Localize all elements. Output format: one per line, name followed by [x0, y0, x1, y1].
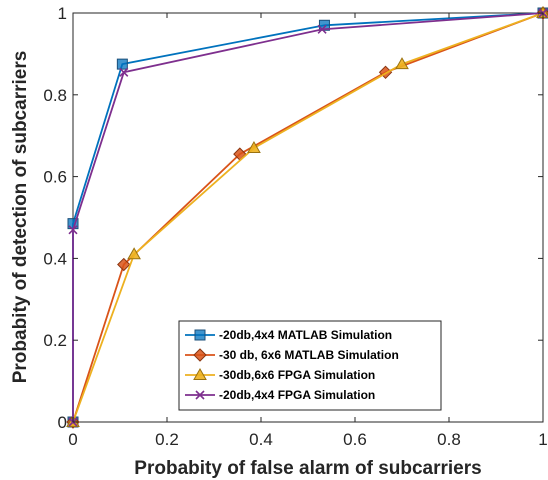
data-point-triangle: [395, 57, 409, 70]
data-point-triangle: [127, 247, 141, 260]
y-tick-label: 0.8: [43, 86, 67, 105]
data-point-x: [68, 225, 78, 235]
data-point-x: [119, 67, 129, 77]
legend-entry: -30db,6x6 FPGA Simulation: [185, 367, 375, 382]
y-tick-label: 0: [58, 413, 67, 432]
x-tick-label: 1: [538, 430, 547, 449]
x-tick-label: 0.4: [249, 430, 273, 449]
legend-marker: [195, 390, 205, 400]
y-tick-label: 0.6: [43, 168, 67, 187]
legend-entry: -20db,4x4 FPGA Simulation: [185, 388, 375, 402]
legend-marker: [193, 348, 207, 362]
legend-entry: -30 db, 6x6 MATLAB Simulation: [185, 348, 399, 362]
data-point-x: [317, 24, 327, 34]
legend-label: -20db,4x4 MATLAB Simulation: [219, 328, 392, 342]
legend-box: [178, 320, 442, 411]
legend: -20db,4x4 MATLAB Simulation -30 db, 6x6 M…: [178, 320, 442, 411]
y-axis-label: Probabity of detection of subcarriers: [10, 51, 31, 384]
y-tick-label: 0.4: [43, 249, 67, 268]
data-point-diamond: [117, 257, 131, 272]
ticks-layer: 0 0.2 0.4 0.6 0.8 1 0 0.2 0.4 0.6 0.8 1: [43, 4, 547, 449]
legend-label: -30db,6x6 FPGA Simulation: [219, 368, 375, 382]
x-tick-label: 0.6: [343, 430, 367, 449]
y-tick-label: 0.2: [43, 331, 67, 350]
series-2: [66, 6, 548, 429]
legend-label: -20db,4x4 FPGA Simulation: [219, 388, 375, 402]
legend-marker: [194, 329, 206, 341]
x-tick-label: 0.2: [155, 430, 179, 449]
y-tick-label: 1: [58, 4, 67, 23]
legend-entry: -20db,4x4 MATLAB Simulation: [185, 328, 392, 342]
legend-marker: [193, 367, 207, 380]
data-point-square: [116, 58, 128, 70]
data-point-square: [318, 19, 330, 31]
x-axis-label: Probabity of false alarm of subcarriers: [134, 458, 481, 479]
data-point-triangle: [247, 140, 261, 153]
x-tick-label: 0.8: [437, 430, 461, 449]
legend-label: -30 db, 6x6 MATLAB Simulation: [219, 348, 399, 362]
x-tick-label: 0: [68, 430, 77, 449]
